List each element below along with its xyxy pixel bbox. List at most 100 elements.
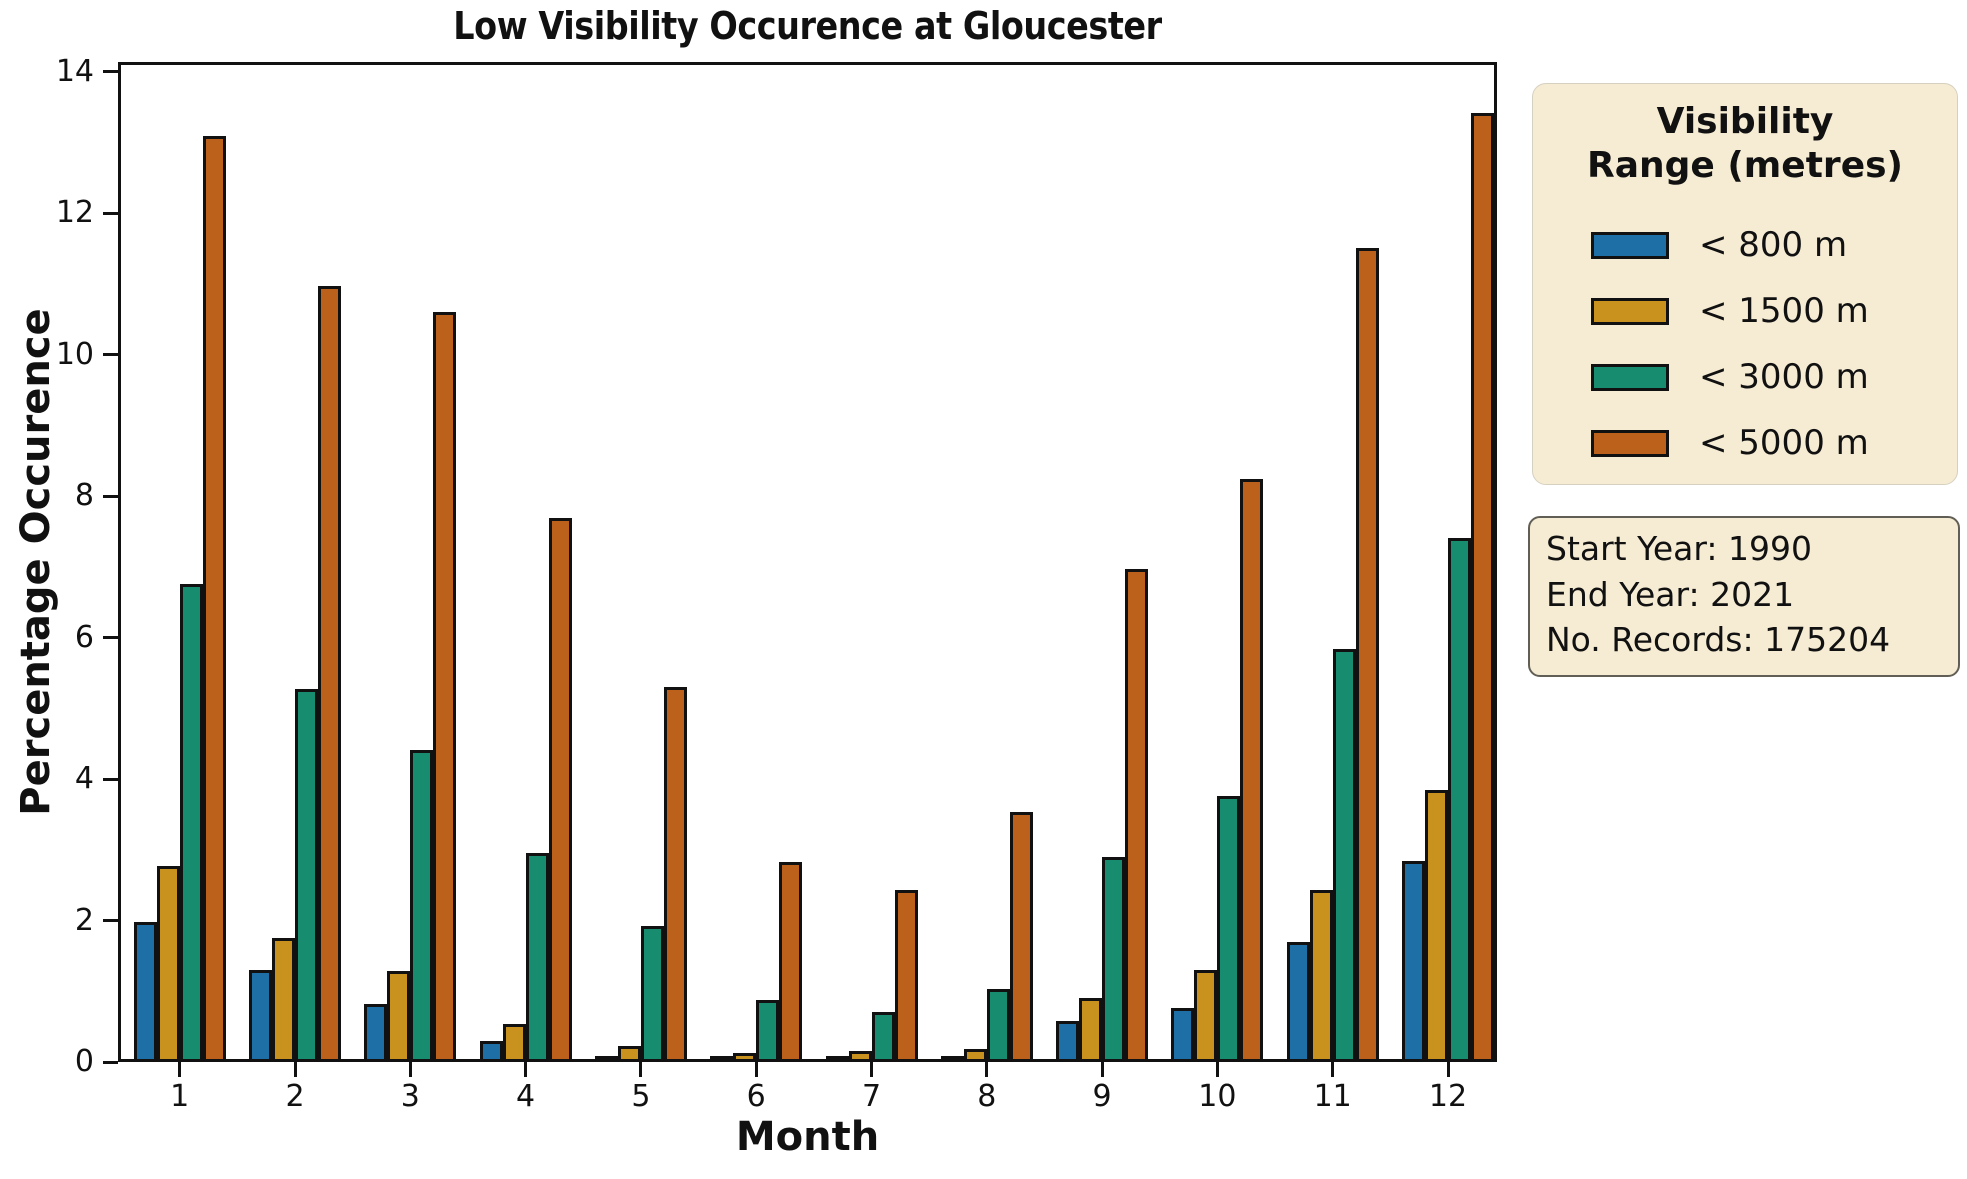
y-tick-12: [103, 211, 118, 215]
y-tick-label-8: 8: [74, 478, 94, 514]
bar-month10-lt-1500m: [1194, 970, 1218, 1062]
bar-month9-lt-800m: [1056, 1020, 1080, 1062]
x-tick-2: [293, 1062, 297, 1077]
bar-month6-lt-1500m: [733, 1052, 757, 1062]
info-start-year: Start Year: 1990: [1546, 529, 1812, 568]
x-tick-5: [639, 1062, 643, 1077]
bar-month7-lt-800m: [825, 1056, 849, 1062]
y-tick-label-0: 0: [74, 1044, 94, 1079]
bar-month6-lt-3000m: [756, 1000, 780, 1062]
x-tick-label-12: 12: [1428, 1079, 1468, 1114]
chart-title: Low Visibility Occurence at Gloucester: [118, 4, 1497, 48]
bar-month1-lt-3000m: [179, 583, 203, 1062]
x-tick-10: [1215, 1062, 1219, 1077]
bar-month9-lt-1500m: [1079, 998, 1103, 1062]
bar-month12-lt-800m: [1402, 861, 1425, 1062]
bar-month12-lt-5000m: [1471, 112, 1494, 1062]
info-box: Start Year: 1990 End Year: 2021 No. Reco…: [1528, 516, 1960, 677]
bar-month1-lt-1500m: [156, 866, 180, 1062]
x-tick-label-6: 6: [746, 1079, 766, 1114]
x-tick-label-3: 3: [400, 1079, 420, 1114]
bar-month2-lt-800m: [249, 970, 272, 1062]
x-tick-label-2: 2: [285, 1079, 305, 1114]
y-tick-label-10: 10: [55, 336, 94, 372]
bar-month6-lt-800m: [710, 1056, 734, 1062]
x-tick-label-1: 1: [170, 1079, 190, 1114]
x-tick-label-9: 9: [1092, 1079, 1112, 1114]
bar-month10-lt-3000m: [1217, 796, 1241, 1062]
plot-area: 0 2 4 6 8 10 12 14 1 2 3 4 5 6 7 8 9 10 11 12: [56, 56, 1497, 1112]
bar-month11-lt-5000m: [1355, 248, 1379, 1062]
x-tick-label-8: 8: [977, 1079, 997, 1114]
bar-month7-lt-5000m: [894, 890, 918, 1062]
bar-month7-lt-1500m: [848, 1051, 872, 1062]
bar-month2-lt-3000m: [295, 689, 318, 1062]
bar-month5-lt-5000m: [663, 687, 687, 1062]
y-tick-label-14: 14: [55, 53, 94, 89]
bar-month6-lt-5000m: [779, 861, 803, 1062]
info-num-records: No. Records: 175204: [1546, 620, 1891, 660]
legend-label-lt-800m: < 800 m: [1699, 225, 1848, 266]
legend-swatch-lt-5000m: [1591, 429, 1669, 457]
info-end-year: End Year: 2021: [1546, 574, 1795, 614]
x-tick-11: [1331, 1062, 1335, 1077]
y-axis-label-text: Percentage Occurence: [13, 308, 59, 816]
x-tick-label-11: 11: [1313, 1079, 1352, 1114]
bar-month9-lt-3000m: [1102, 856, 1126, 1062]
bar-month3-lt-800m: [364, 1004, 388, 1062]
x-tick-label-10: 10: [1198, 1079, 1237, 1114]
bar-month12-lt-3000m: [1448, 537, 1471, 1062]
bar-month7-lt-3000m: [871, 1011, 895, 1062]
legend-label-lt-1500m: < 1500 m: [1699, 291, 1869, 332]
bar-month3-lt-1500m: [387, 971, 411, 1062]
bar-month8-lt-800m: [940, 1056, 964, 1062]
bar-month11-lt-3000m: [1332, 649, 1356, 1062]
x-tick-7: [870, 1062, 873, 1077]
bar-month1-lt-800m: [133, 921, 157, 1062]
x-tick-4: [524, 1062, 528, 1077]
legend: Visibility Range (metres) < 800 m < 1500 …: [1532, 83, 1958, 485]
y-tick-14: [103, 70, 118, 74]
bar-month10-lt-800m: [1171, 1008, 1195, 1062]
x-axis-label: Month: [735, 1114, 880, 1160]
x-tick-label-7: 7: [861, 1079, 882, 1114]
y-tick-10: [103, 353, 118, 357]
bar-month5-lt-800m: [594, 1056, 618, 1062]
bar-month8-lt-1500m: [963, 1049, 987, 1062]
y-tick-6: [103, 636, 118, 640]
x-tick-9: [1100, 1062, 1104, 1077]
x-tick-6: [754, 1062, 758, 1077]
bar-month5-lt-1500m: [617, 1046, 641, 1062]
bar-month5-lt-3000m: [640, 926, 664, 1062]
legend-entry-lt-5000m: < 5000 m: [1591, 423, 1957, 463]
y-tick-label-12: 12: [55, 195, 94, 231]
y-tick-8: [103, 494, 118, 498]
legend-entries: < 800 m < 1500 m < 3000 m < 5000 m: [1533, 225, 1957, 463]
x-tick-label-4: 4: [516, 1079, 536, 1114]
legend-entry-lt-800m: < 800 m: [1591, 225, 1957, 265]
legend-title: Visibility Range (metres): [1533, 100, 1957, 188]
x-tick-12: [1446, 1062, 1450, 1077]
legend-swatch-lt-800m: [1591, 231, 1669, 259]
bar-month1-lt-5000m: [202, 135, 226, 1062]
x-tick-1: [178, 1062, 182, 1077]
bar-month3-lt-5000m: [433, 312, 457, 1062]
bar-month2-lt-1500m: [272, 937, 295, 1062]
legend-swatch-lt-1500m: [1591, 297, 1669, 325]
y-tick-4: [103, 777, 118, 781]
bar-month4-lt-800m: [479, 1040, 503, 1062]
legend-entry-lt-3000m: < 3000 m: [1591, 357, 1957, 397]
bar-month4-lt-3000m: [525, 853, 549, 1062]
y-tick-0: [103, 1060, 118, 1064]
legend-swatch-lt-3000m: [1591, 363, 1669, 391]
bar-month10-lt-5000m: [1240, 479, 1264, 1062]
legend-title-line2: Range (metres): [1586, 144, 1903, 186]
bar-month12-lt-1500m: [1425, 789, 1448, 1062]
bar-month11-lt-800m: [1286, 941, 1310, 1062]
bar-month4-lt-5000m: [548, 518, 572, 1062]
bar-month11-lt-1500m: [1309, 890, 1333, 1062]
y-tick-label-2: 2: [74, 902, 94, 938]
bar-month8-lt-3000m: [986, 989, 1010, 1062]
x-tick-3: [408, 1062, 412, 1077]
bar-month4-lt-1500m: [502, 1023, 526, 1062]
